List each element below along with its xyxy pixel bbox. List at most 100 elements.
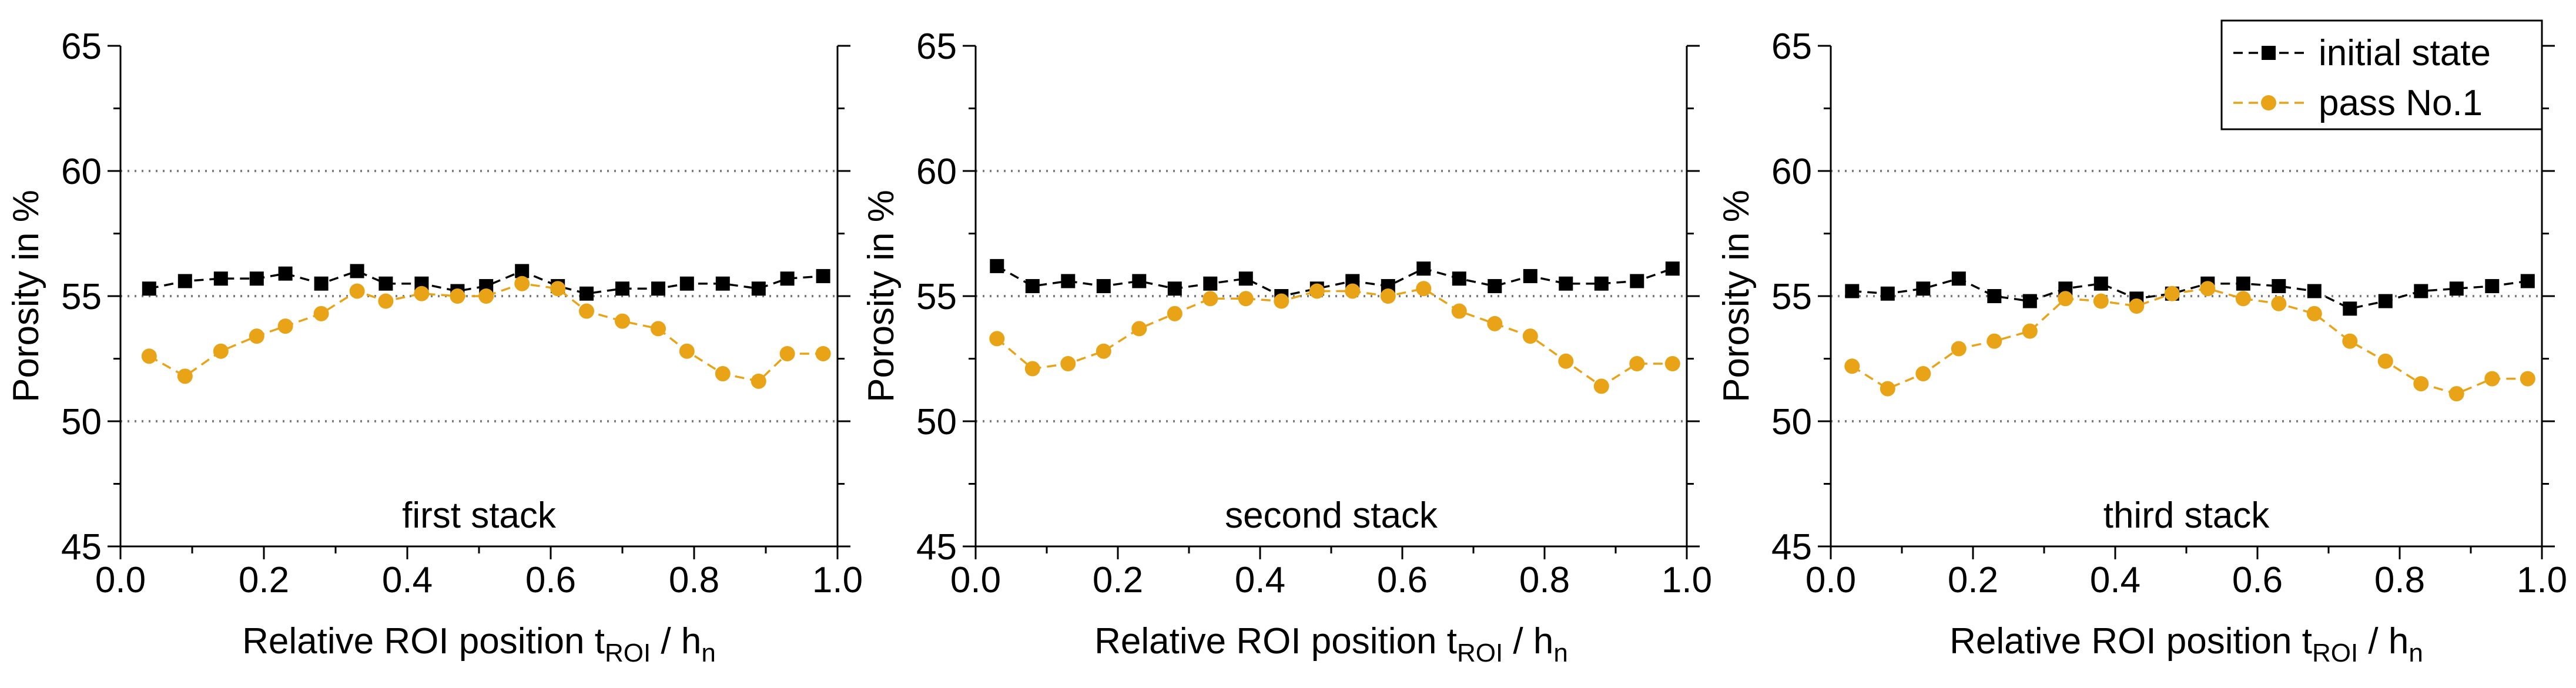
data-point-square <box>615 281 629 296</box>
data-point-circle <box>1096 343 1111 359</box>
data-point-circle <box>989 331 1005 347</box>
data-point-square <box>1061 274 1076 288</box>
data-point-circle <box>177 368 193 384</box>
series-line-2 <box>1851 287 2528 395</box>
data-point-square <box>1488 278 1502 293</box>
y-tick-label: 65 <box>61 26 102 67</box>
data-point-square <box>1951 271 1966 286</box>
data-point-circle <box>349 283 365 299</box>
data-point-square <box>278 266 293 281</box>
x-tick-label: 0.6 <box>1377 560 1428 600</box>
x-tick-label: 0.4 <box>1235 560 1285 600</box>
data-point-circle <box>213 343 229 359</box>
data-point-circle <box>2342 333 2358 349</box>
data-point-square <box>780 271 795 286</box>
x-axis-label-subscript: ROI <box>2312 639 2358 667</box>
x-axis-label-subscript: n <box>2408 639 2423 667</box>
data-point-circle <box>1951 341 1967 357</box>
data-point-square <box>2378 294 2393 308</box>
data-point-square <box>1416 261 1431 276</box>
x-tick-label: 0.4 <box>2090 560 2140 600</box>
series-line-2 <box>148 282 823 382</box>
y-tick-label: 65 <box>1771 26 1812 67</box>
data-point-circle <box>1593 378 1609 394</box>
data-point-square <box>350 264 364 278</box>
data-point-circle <box>1522 328 1538 344</box>
data-point-square <box>651 281 665 296</box>
data-point-circle <box>378 293 394 309</box>
y-tick-label: 45 <box>61 527 102 568</box>
x-tick-label: 0.0 <box>1805 560 1856 600</box>
data-point-circle <box>2022 323 2038 339</box>
x-tick-label: 0.0 <box>950 560 1001 600</box>
data-point-circle <box>679 343 695 359</box>
panel-label: third stack <box>2103 495 2270 536</box>
data-point-square <box>715 276 730 291</box>
x-axis-label-subscript: ROI <box>605 639 651 667</box>
data-point-square <box>1452 271 1466 286</box>
data-point-square <box>1665 261 1680 276</box>
data-point-circle <box>2413 376 2429 392</box>
x-axis-label-subscript: n <box>1553 639 1567 667</box>
x-axis-label: Relative ROI position tROI / hn <box>242 621 716 667</box>
data-point-circle <box>815 345 831 361</box>
data-point-square <box>2022 294 2037 308</box>
data-point-square <box>1845 284 1860 298</box>
x-tick-label: 0.6 <box>2232 560 2283 600</box>
x-axis-label-part: Relative ROI position t <box>242 621 605 662</box>
data-point-square <box>1096 278 1111 293</box>
data-point-circle <box>1309 283 1325 299</box>
x-tick-label: 0.6 <box>525 560 576 600</box>
data-point-circle <box>1416 281 1432 297</box>
data-point-circle <box>1238 291 1254 307</box>
data-point-circle <box>450 288 465 304</box>
legend-label: initial state <box>2319 33 2491 73</box>
y-tick-label: 55 <box>61 277 102 317</box>
data-point-circle <box>141 348 157 364</box>
data-point-square <box>1523 269 1537 283</box>
x-tick-label: 1.0 <box>2517 560 2567 600</box>
data-point-circle <box>751 373 766 389</box>
x-tick-label: 1.0 <box>812 560 863 600</box>
x-tick-label: 0.0 <box>95 560 146 600</box>
data-point-circle <box>1345 283 1361 299</box>
data-point-square <box>378 276 393 291</box>
y-axis-label: Porosity in % <box>1716 190 1757 402</box>
data-point-square <box>2520 274 2535 288</box>
data-point-circle <box>715 366 731 382</box>
data-point-circle <box>514 276 530 291</box>
data-point-circle <box>2200 281 2216 297</box>
legend-marker-circle <box>2261 95 2276 110</box>
data-point-square <box>1559 276 1573 291</box>
data-point-square <box>579 286 594 301</box>
data-point-square <box>1025 278 1040 293</box>
y-tick-label: 60 <box>61 152 102 192</box>
x-axis-label-part: Relative ROI position t <box>1949 621 2312 662</box>
x-axis-label-subscript: n <box>701 639 715 667</box>
y-tick-label: 65 <box>916 26 957 67</box>
data-point-circle <box>2484 371 2500 387</box>
y-tick-label: 55 <box>916 277 957 317</box>
data-point-circle <box>550 281 566 297</box>
data-point-square <box>2414 284 2428 298</box>
data-point-circle <box>1131 321 1147 337</box>
legend: initial state pass No.1 <box>2220 19 2543 130</box>
data-point-circle <box>2129 298 2145 314</box>
data-point-square <box>1630 274 1644 288</box>
data-point-square <box>177 274 192 288</box>
y-tick-label: 50 <box>61 402 102 442</box>
data-point-circle <box>2520 371 2535 387</box>
x-axis-label: Relative ROI position tROI / hn <box>1949 621 2423 667</box>
legend-label: pass No.1 <box>2319 83 2483 123</box>
data-point-circle <box>313 306 329 321</box>
data-point-circle <box>1844 358 1860 374</box>
data-point-circle <box>2271 296 2287 311</box>
data-point-square <box>816 269 830 283</box>
data-point-circle <box>277 318 293 334</box>
data-point-square <box>2093 276 2108 291</box>
data-point-circle <box>1202 291 1218 307</box>
data-point-circle <box>2448 386 2464 402</box>
data-point-circle <box>1060 356 1076 372</box>
data-point-circle <box>414 286 430 301</box>
